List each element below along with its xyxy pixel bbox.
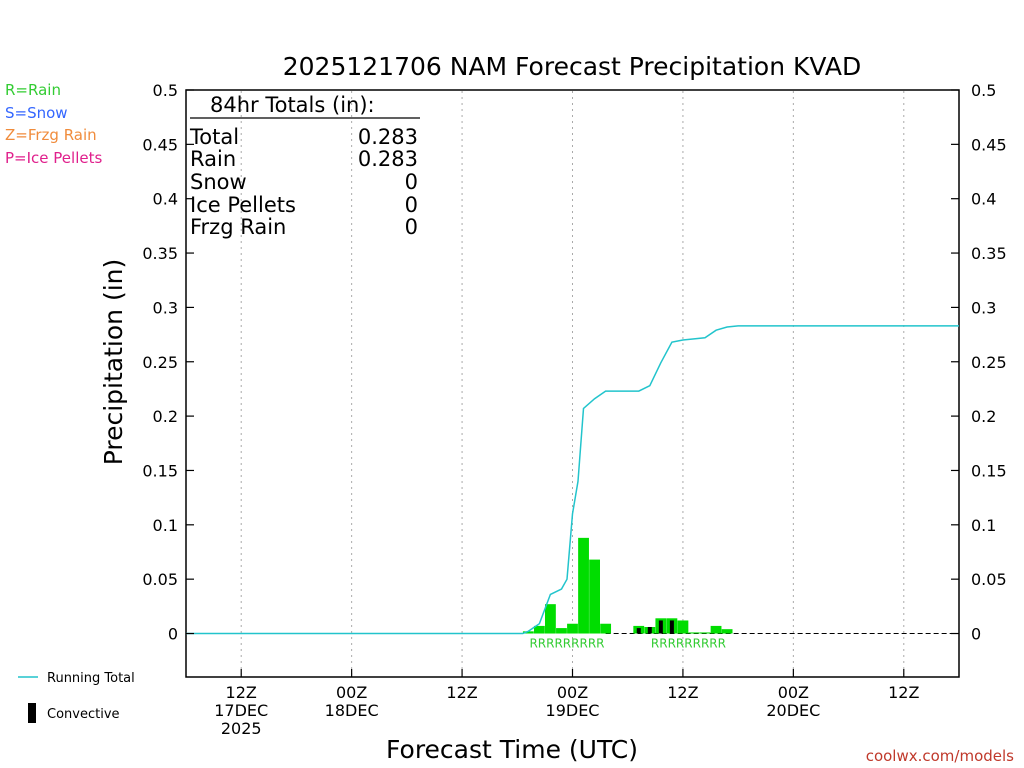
- gridlines: [240, 91, 905, 676]
- key-ice-pellets: P=Ice Pellets: [5, 149, 102, 167]
- y-tick-label-right: 0.3: [971, 298, 996, 317]
- legend-running-total-label: Running Total: [47, 671, 135, 686]
- rain-bar: [699, 632, 711, 634]
- y-tick-label-right: 0.1: [971, 516, 996, 535]
- y-tick-label-right: 0.5: [971, 81, 996, 100]
- totals-value-total: 0.283: [358, 125, 418, 149]
- convective-bar: [658, 620, 663, 634]
- y-tick-label-left: 0: [168, 625, 178, 644]
- y-tick-label-right: 0.25: [971, 353, 1007, 372]
- precip-type-labels: RRRRRRRRR RRRRRRRRR: [529, 637, 726, 651]
- x-tick-label: 18DEC: [325, 701, 379, 720]
- x-axis-label: Forecast Time (UTC): [386, 735, 638, 764]
- y-axis-ticks: 0 00.05 0.050.1 0.10.15 0.150.2 0.20.25 0.250.…: [142, 81, 1006, 644]
- rain-bar: [556, 628, 567, 634]
- rain-bar: [710, 625, 722, 634]
- y-tick-label-left: 0.2: [153, 407, 178, 426]
- x-tick-label: 00Z: [557, 683, 588, 702]
- rain-bar: [578, 537, 589, 634]
- y-tick-label-left: 0.15: [142, 461, 178, 480]
- x-tick-label: 12Z: [226, 683, 257, 702]
- legend: Running Total Convective: [18, 671, 135, 723]
- precip-type-label: RRRRRRRRR: [529, 637, 604, 651]
- y-tick-label-left: 0.1: [153, 516, 178, 535]
- running-total-line-group: [186, 325, 959, 635]
- running-total-line: [186, 325, 959, 635]
- x-tick-label: 17DEC: [214, 701, 268, 720]
- x-tick-label: 12Z: [446, 683, 477, 702]
- y-tick-label-left: 0.4: [153, 190, 178, 209]
- convective-bar: [647, 626, 652, 634]
- key-snow: S=Snow: [5, 104, 68, 122]
- plot-frame: [185, 89, 960, 678]
- rain-bar: [533, 625, 545, 634]
- totals-label-rain: Rain: [190, 147, 236, 171]
- y-tick-label-right: 0.35: [971, 244, 1007, 263]
- rain-bar: [589, 559, 600, 634]
- totals-label-ice-pellets: Ice Pellets: [190, 193, 296, 217]
- totals-value-ice-pellets: 0: [405, 193, 418, 217]
- y-axis-label: Precipitation (in): [99, 259, 128, 466]
- legend-convective-label: Convective: [47, 707, 120, 722]
- totals-value-freezing-rain: 0: [405, 215, 418, 239]
- y-tick-label-right: 0.05: [971, 570, 1007, 589]
- convective-bar: [636, 628, 641, 634]
- totals-label-total: Total: [189, 125, 239, 149]
- y-tick-label-right: 0.15: [971, 461, 1007, 480]
- y-tick-label-left: 0.5: [153, 81, 178, 100]
- rain-bar: [688, 632, 700, 634]
- precip-type-key: R=Rain S=Snow Z=Frzg Rain P=Ice Pellets: [5, 81, 102, 167]
- totals-heading: 84hr Totals (in):: [210, 93, 375, 117]
- convective-bar: [669, 620, 674, 634]
- totals-box: 84hr Totals (in): Total 0.283 Rain 0.283…: [189, 93, 420, 239]
- y-tick-label-left: 0.25: [142, 353, 178, 372]
- y-tick-label-right: 0.4: [971, 190, 996, 209]
- chart-title: 2025121706 NAM Forecast Precipitation KV…: [283, 52, 862, 81]
- legend-convective-swatch: [28, 703, 36, 723]
- key-freezing-rain: Z=Frzg Rain: [5, 126, 97, 144]
- y-tick-label-left: 0.3: [153, 298, 178, 317]
- totals-label-snow: Snow: [190, 170, 247, 194]
- totals-value-rain: 0.283: [358, 147, 418, 171]
- y-tick-label-right: 0.45: [971, 135, 1007, 154]
- x-tick-label: 12Z: [667, 683, 698, 702]
- x-tick-label: 2025: [221, 719, 262, 738]
- rain-bar: [600, 623, 612, 634]
- rain-bars: [522, 537, 733, 634]
- x-tick-label: 00Z: [778, 683, 809, 702]
- x-tick-label: 00Z: [336, 683, 367, 702]
- y-tick-label-right: 0: [971, 625, 981, 644]
- y-tick-label-left: 0.45: [142, 135, 178, 154]
- rain-bar: [677, 620, 689, 634]
- rain-bar: [721, 629, 733, 634]
- rain-bar: [522, 631, 534, 634]
- x-tick-label: 12Z: [888, 683, 919, 702]
- x-tick-label: 20DEC: [766, 701, 820, 720]
- y-tick-label-right: 0.2: [971, 407, 996, 426]
- rain-bar: [545, 604, 556, 634]
- x-tick-label: 19DEC: [546, 701, 600, 720]
- totals-label-freezing-rain: Frzg Rain: [190, 215, 286, 239]
- y-tick-label-left: 0.05: [142, 570, 178, 589]
- credit-text: coolwx.com/models: [866, 747, 1014, 765]
- rain-bar: [567, 623, 578, 634]
- y-tick-label-left: 0.35: [142, 244, 178, 263]
- totals-value-snow: 0: [405, 170, 418, 194]
- convective-bars: [636, 620, 674, 634]
- precip-type-label: RRRRRRRRR: [651, 637, 726, 651]
- key-rain: R=Rain: [5, 81, 61, 99]
